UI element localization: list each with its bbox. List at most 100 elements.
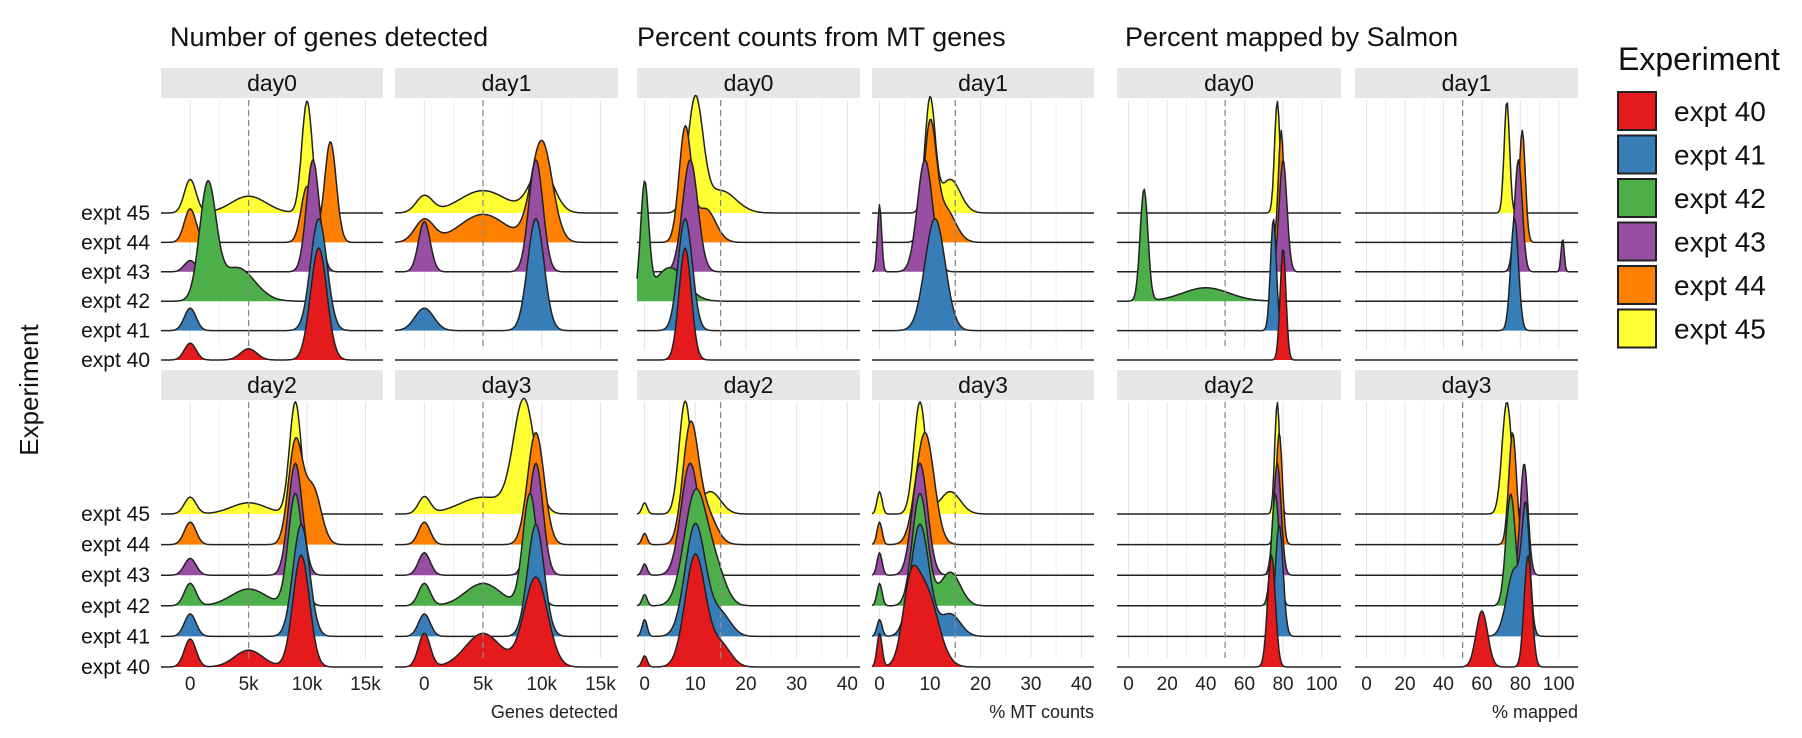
ridge-outline-expt-43 — [871, 462, 1094, 576]
legend-label: expt 40 — [1674, 96, 1766, 127]
facet-label: day2 — [724, 372, 774, 398]
ridge-outline-expt-45 — [161, 100, 383, 214]
ridge-fill-expt-42 — [1117, 494, 1341, 606]
ridge-fill-expt-43 — [395, 160, 618, 272]
x-tick-label: 40 — [1071, 674, 1092, 695]
legend-title: Experiment — [1618, 41, 1780, 77]
ridge-fill-expt-43 — [1355, 464, 1578, 576]
row-label: expt 41 — [81, 625, 150, 648]
x-tick-label: 0 — [419, 674, 430, 695]
ridge-fill-expt-42 — [1355, 494, 1578, 606]
ridge-outline-expt-43 — [1355, 463, 1578, 576]
x-tick-label: 15k — [350, 674, 381, 695]
legend-label: expt 45 — [1674, 314, 1766, 345]
facet-strip — [637, 68, 860, 98]
ridge-fill-expt-40 — [161, 248, 383, 360]
row-label: expt 40 — [81, 656, 150, 679]
row-label: expt 44 — [81, 231, 150, 254]
ridge-fill-expt-40 — [1355, 555, 1578, 667]
ridge-fill-expt-45 — [637, 401, 860, 514]
ridge-fill-expt-40 — [872, 565, 1094, 667]
facet-day0: day0 — [636, 68, 860, 361]
x-tick-label: 30 — [786, 674, 807, 695]
ridge-outline-expt-45 — [637, 94, 860, 214]
ridge-outline-expt-44 — [161, 436, 383, 546]
facet-day3: day3 0 20 40 60 80 100 — [1355, 370, 1578, 695]
ridge-fill-expt-41 — [872, 218, 1094, 331]
ridge-fill-expt-45 — [1355, 103, 1578, 213]
ridge-outline-expt-45 — [871, 401, 1094, 515]
ridge-outline-expt-42 — [161, 179, 383, 302]
x-tick-label: 100 — [1306, 674, 1338, 695]
facet-day1: day1 — [394, 68, 618, 361]
ridge-outline-expt-43 — [395, 462, 618, 576]
x-tick-label: 20 — [735, 674, 756, 695]
ridge-fill-expt-41 — [1117, 525, 1341, 637]
ridge-fill-expt-41 — [395, 218, 618, 331]
ridge-fill-expt-42 — [637, 181, 860, 302]
ridge-fill-expt-43 — [1117, 463, 1341, 576]
ridge-fill-expt-45 — [1117, 402, 1341, 514]
ridge-fill-expt-42 — [1117, 189, 1341, 302]
ridge-fill-expt-43 — [1355, 159, 1578, 272]
chart-group-3: Percent mapped by Salmon day0 day1 day2 0 20 4… — [1117, 22, 1578, 722]
ridge-outline-expt-41 — [161, 217, 383, 332]
facet-label: day3 — [958, 372, 1008, 398]
ridge-outline-expt-41 — [1355, 218, 1578, 332]
ridge-fill-expt-42 — [161, 180, 383, 302]
facet-label: day0 — [1204, 70, 1254, 96]
legend-swatch — [1617, 221, 1657, 262]
row-label: expt 41 — [81, 320, 150, 343]
ridge-fill-expt-43 — [637, 159, 860, 272]
ridge-outline-expt-45 — [872, 95, 1094, 214]
facet-day2: day2 0 20 40 60 80 100 — [1117, 370, 1341, 695]
legend-swatch — [1617, 91, 1657, 131]
x-tick-label: 10 — [685, 674, 706, 695]
ridge-fill-expt-45 — [637, 95, 860, 213]
ridge-outline-expt-45 — [1117, 401, 1341, 515]
ridge-outline-expt-43 — [161, 462, 383, 576]
ridge-fill-expt-45 — [872, 401, 1094, 514]
ridge-fill-expt-45 — [161, 101, 383, 213]
ridge-outline-expt-41 — [872, 217, 1094, 332]
facet-label: day1 — [958, 70, 1008, 96]
legend-label: expt 41 — [1674, 140, 1766, 171]
x-tick-label: 5k — [473, 674, 494, 695]
ridge-outline-expt-40 — [1355, 554, 1578, 668]
facet-day2: day2 0 5k 10k 15k — [161, 370, 383, 695]
x-axis-title: % MT counts — [989, 702, 1094, 722]
ridge-outline-expt-44 — [161, 141, 383, 244]
ridge-fill-expt-40 — [637, 554, 860, 667]
ridge-outline-expt-42 — [871, 492, 1094, 607]
facet-strip — [637, 370, 860, 400]
ridge-outline-expt-44 — [871, 431, 1094, 546]
row-label: expt 42 — [81, 290, 150, 313]
facet-day3: day3 0 5k 10k 15k — [395, 370, 618, 695]
ridge-outline-expt-42 — [161, 492, 383, 607]
row-label: expt 45 — [81, 202, 150, 225]
ridge-outline-expt-45 — [1355, 102, 1578, 214]
ridge-outline-expt-44 — [872, 118, 1094, 244]
facet-strip — [1355, 370, 1578, 400]
ridge-outline-expt-42 — [1117, 188, 1341, 302]
ridge-fill-expt-44 — [1117, 433, 1341, 545]
ridge-outline-expt-44 — [1355, 129, 1578, 244]
ridge-fill-expt-41 — [1355, 218, 1578, 331]
x-tick-label: 100 — [1543, 674, 1575, 695]
x-tick-label: 5k — [239, 674, 260, 695]
legend-label: expt 44 — [1674, 270, 1766, 301]
facet-strip — [395, 370, 618, 400]
legend-swatch — [1617, 308, 1657, 349]
row-label: expt 45 — [81, 503, 150, 526]
x-tick-label: 20 — [1394, 674, 1415, 695]
ridge-fill-expt-43 — [161, 463, 383, 576]
x-tick-label: 40 — [837, 674, 858, 695]
facet-strip — [872, 68, 1094, 98]
x-axis-title: Genes detected — [491, 702, 618, 722]
ridge-outline-expt-40 — [395, 576, 618, 668]
row-label: expt 43 — [81, 261, 150, 284]
facet-day1: day1 — [871, 68, 1094, 361]
facet-day0: day0 — [1117, 68, 1341, 361]
x-tick-label: 0 — [185, 674, 196, 695]
